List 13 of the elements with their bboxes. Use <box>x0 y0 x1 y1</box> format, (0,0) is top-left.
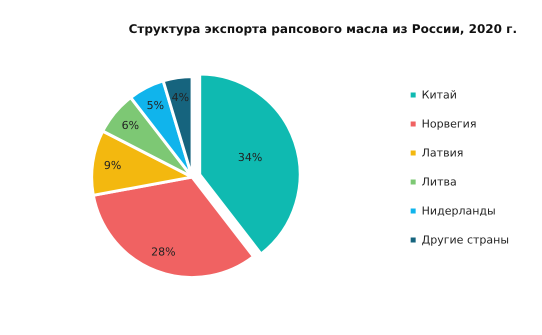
data-label: 6% <box>122 119 140 132</box>
legend-label: Нидерланды <box>422 204 496 218</box>
data-label: 28% <box>151 246 176 259</box>
data-label: 4% <box>172 91 190 104</box>
legend-label: Литва <box>422 176 457 188</box>
chart-title: Структура экспорта рапсового масла из России, 2020 г. <box>128 22 518 36</box>
legend-label: Китай <box>422 88 457 102</box>
data-label: 5% <box>146 99 164 112</box>
data-label: 34% <box>238 150 262 164</box>
legend-label: Другие страны <box>422 234 510 246</box>
legend-label: Латвия <box>422 146 464 160</box>
data-label: 9% <box>104 158 122 172</box>
legend-label: Норвегия <box>422 118 476 130</box>
